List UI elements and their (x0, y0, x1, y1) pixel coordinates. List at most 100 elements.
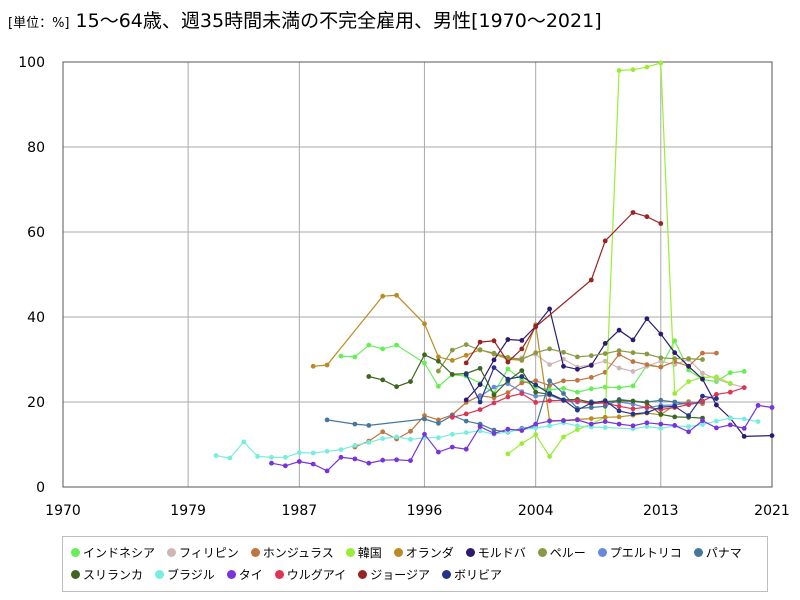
data-point (505, 451, 511, 457)
data-point (714, 425, 719, 431)
data-point (741, 385, 747, 390)
legend-label: タイ (238, 567, 263, 582)
data-point (616, 414, 622, 420)
data-point (616, 327, 622, 333)
x-tick-label: 2004 (518, 503, 554, 519)
data-point (658, 358, 664, 364)
data-point (449, 444, 455, 450)
series-line (465, 307, 773, 438)
data-point (477, 428, 483, 434)
data-point (630, 383, 636, 389)
data-point (714, 392, 719, 397)
data-point (505, 394, 511, 400)
data-point (658, 331, 664, 337)
series-3 (505, 60, 733, 459)
data-point (477, 407, 483, 412)
data-point (436, 354, 441, 360)
data-point (505, 359, 511, 365)
data-point (533, 324, 539, 330)
x-tick-label: 1996 (407, 503, 443, 519)
data-point (714, 350, 719, 356)
axis-labels: 0 20 40 60 80 100 1970 1979 1987 1996 2004 2013 2021 (18, 55, 790, 519)
legend-marker (345, 547, 355, 557)
data-point (436, 435, 441, 441)
data-point (352, 443, 358, 448)
data-point (575, 389, 580, 395)
data-point (630, 350, 636, 356)
legend-marker (167, 547, 177, 557)
data-point (491, 350, 497, 356)
data-point (436, 417, 441, 423)
data-point (700, 370, 705, 376)
data-point (686, 429, 691, 435)
data-point (727, 422, 733, 428)
y-tick-label: 100 (18, 55, 45, 71)
data-point (575, 423, 580, 429)
data-point (672, 414, 678, 420)
data-point (449, 372, 455, 377)
data-point (394, 434, 399, 440)
data-point (519, 428, 525, 433)
series-6 (436, 342, 705, 374)
legend-label: ウルグアイ (286, 567, 347, 582)
data-point (658, 397, 664, 403)
data-point (588, 353, 594, 359)
series-line (452, 387, 745, 418)
data-point (491, 365, 497, 370)
data-point (700, 350, 705, 356)
data-point (255, 454, 260, 459)
data-point (436, 420, 441, 426)
data-point (658, 221, 664, 226)
data-point (644, 316, 650, 322)
data-point (672, 423, 678, 428)
legend-label: オランダ (405, 545, 454, 560)
data-point (380, 457, 386, 463)
legend-item: オランダ (393, 541, 454, 563)
data-point (561, 434, 566, 440)
data-point (588, 400, 594, 406)
data-point (533, 421, 539, 427)
data-point (422, 416, 427, 422)
data-point (727, 389, 733, 395)
data-point (700, 418, 705, 424)
data-point (616, 352, 622, 357)
y-tick-label: 60 (27, 225, 45, 241)
x-tick-label: 1970 (45, 503, 81, 519)
data-point (241, 439, 247, 445)
legend-item: ジョージア (358, 563, 430, 585)
data-point (380, 346, 386, 352)
legend-item: モルドバ (465, 541, 526, 563)
legend-marker (597, 547, 607, 557)
data-point (547, 378, 552, 384)
legend: インドネシア フィリピン ホンジュラス 韓国 オランダ モルドバ ペルー プエルトリコ パナマス… (62, 536, 768, 592)
data-point (588, 405, 594, 410)
data-point (602, 341, 608, 346)
data-point (227, 455, 233, 461)
data-point (630, 369, 636, 374)
data-point (727, 370, 733, 376)
data-point (630, 67, 636, 73)
data-point (630, 359, 636, 364)
data-point (575, 407, 580, 413)
data-point (338, 454, 344, 460)
data-point (422, 321, 427, 327)
data-point (380, 293, 386, 299)
data-point (408, 428, 413, 434)
data-point (700, 398, 705, 404)
data-point (366, 440, 372, 445)
data-point (741, 434, 747, 439)
data-point (394, 457, 399, 463)
data-point (741, 369, 747, 374)
data-point (588, 416, 594, 421)
data-point (463, 411, 469, 417)
data-point (533, 393, 539, 399)
data-point (505, 390, 511, 395)
data-point (644, 400, 650, 406)
data-point (352, 456, 358, 462)
data-point (672, 399, 678, 405)
data-point (602, 238, 608, 244)
data-point (686, 363, 691, 369)
data-point (436, 383, 441, 389)
legend-marker (155, 569, 165, 579)
y-tick-label: 0 (36, 480, 45, 496)
